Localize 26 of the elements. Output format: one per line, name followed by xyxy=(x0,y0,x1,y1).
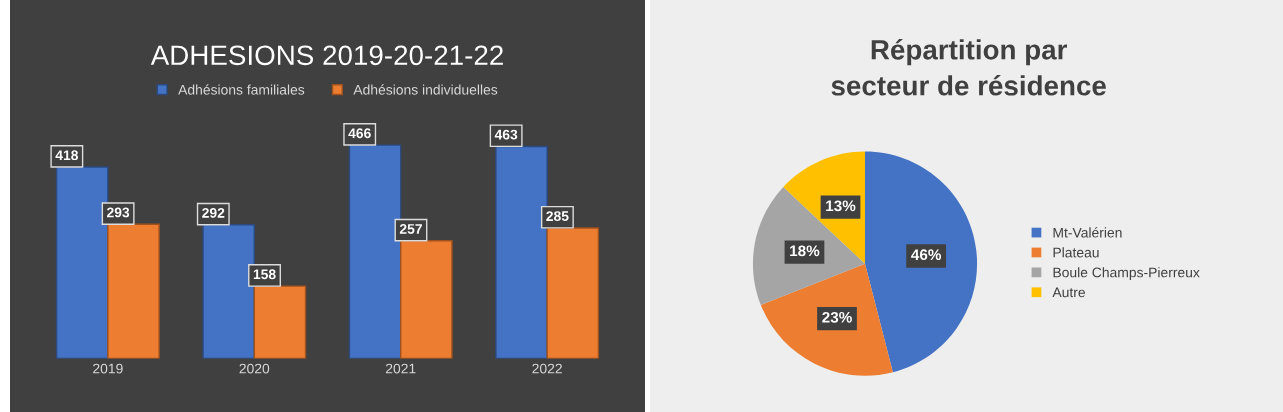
data-label: 46% xyxy=(911,249,942,261)
legend-label: Adhésions individuelles xyxy=(353,84,498,95)
legend-label: Mt-Valérien xyxy=(1053,227,1122,238)
chart-title: Répartition par secteur de résidence xyxy=(831,38,1106,96)
data-label: 23% xyxy=(822,311,852,323)
legend-label: Boule Champs-Pierreux xyxy=(1053,267,1200,281)
x-tick-label: 2020 xyxy=(239,363,270,374)
x-tick-label: 2021 xyxy=(385,363,416,374)
data-label: 13% xyxy=(826,200,856,212)
data-label: 18% xyxy=(790,245,820,257)
data-label: 285 xyxy=(546,211,569,222)
legend-label: Autre xyxy=(1052,287,1085,298)
data-label: 418 xyxy=(55,150,79,161)
x-tick-label: 2019 xyxy=(93,363,123,374)
x-tick-label: 2022 xyxy=(532,363,562,374)
data-label: 292 xyxy=(202,207,225,218)
data-label: 466 xyxy=(348,128,371,139)
legend-label: Plateau xyxy=(1053,247,1099,258)
data-label: 463 xyxy=(494,129,518,140)
data-label: 293 xyxy=(107,207,130,218)
legend-label: Adhésions familiales xyxy=(178,84,305,95)
pie-slice xyxy=(760,263,893,376)
chart-title: ADHESIONS 2019-20-21-22 xyxy=(150,45,503,66)
pie-slice xyxy=(865,151,978,373)
data-label: 158 xyxy=(253,269,276,280)
data-label: 257 xyxy=(399,224,422,234)
